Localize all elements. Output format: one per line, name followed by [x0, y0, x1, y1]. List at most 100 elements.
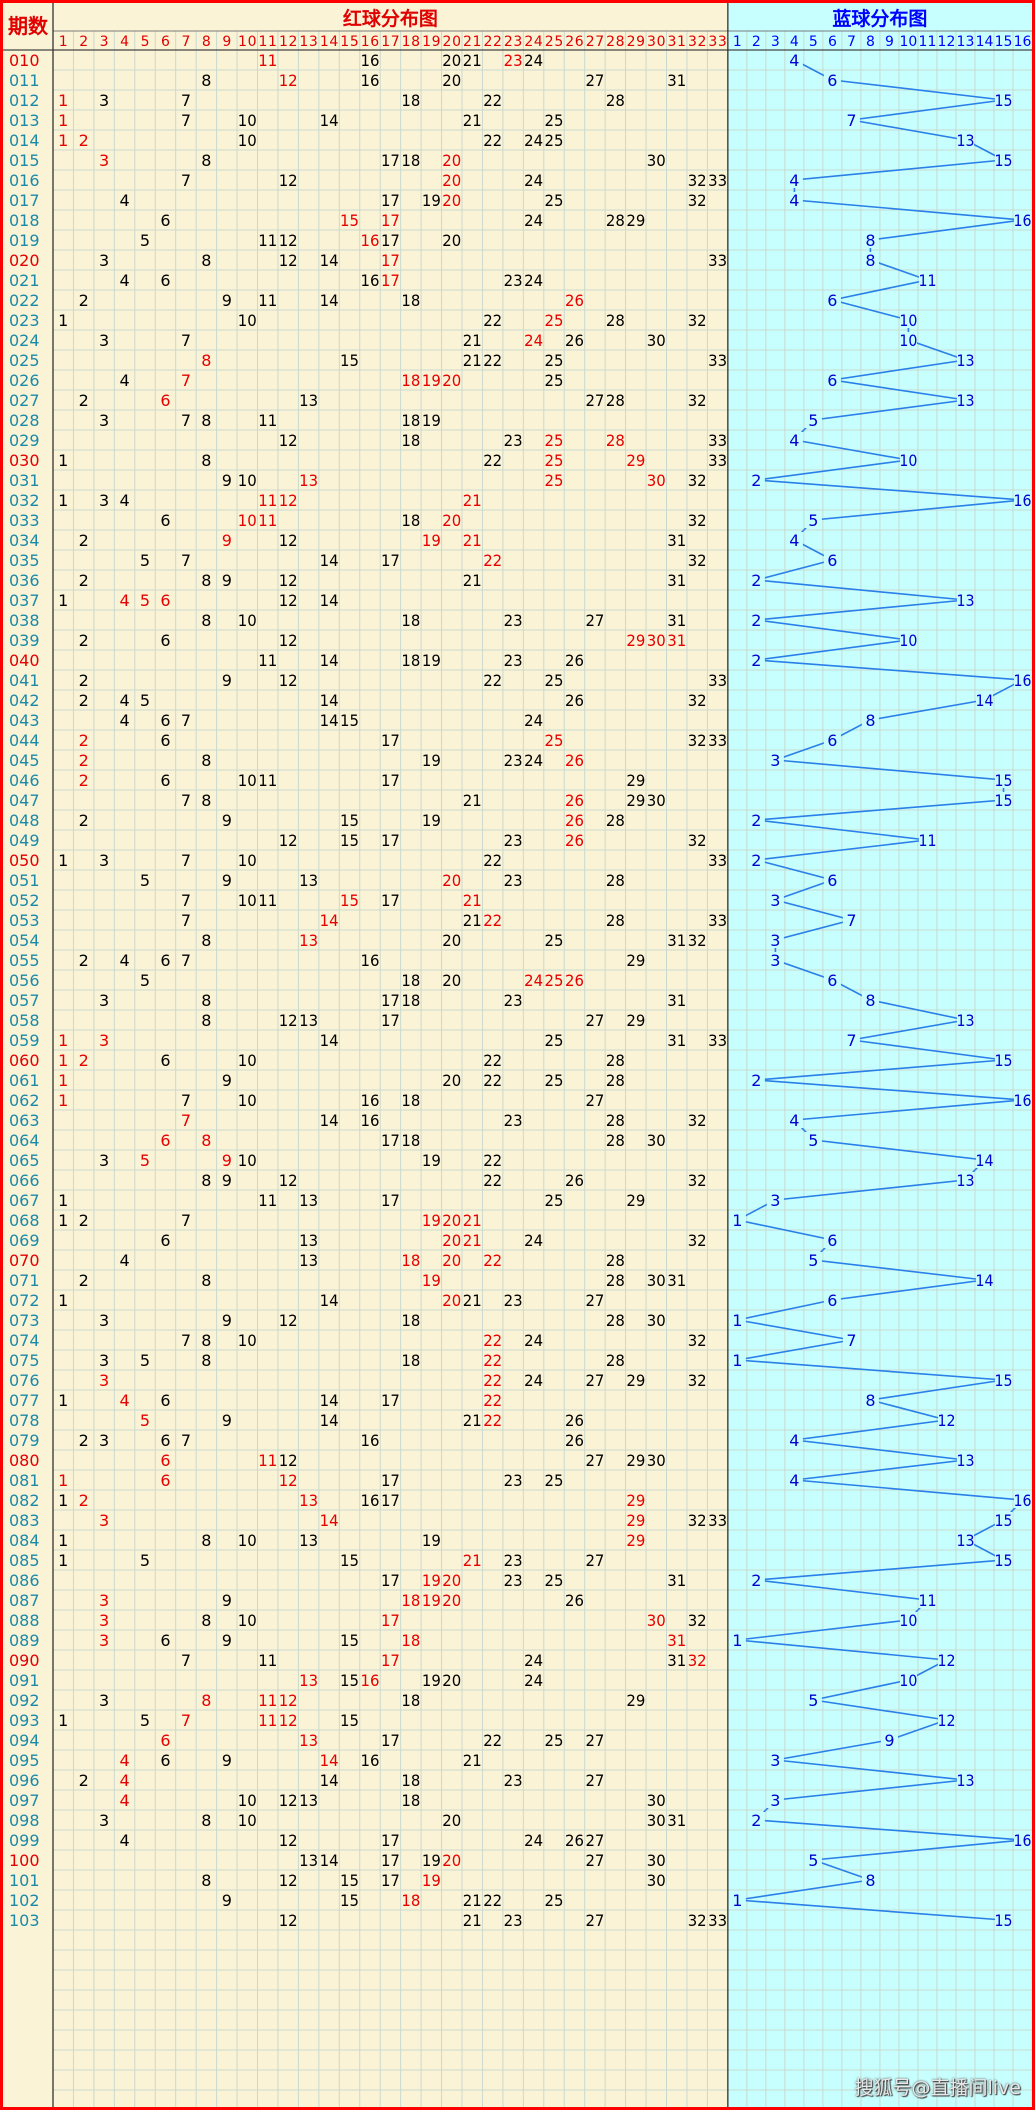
red-ball-number: 9 [222, 871, 232, 890]
red-ball-number: 29 [626, 1491, 645, 1510]
red-ball-number: 11 [258, 491, 277, 510]
red-ball-number: 8 [201, 1531, 211, 1550]
red-column-header: 27 [586, 34, 604, 50]
red-ball-number: 7 [181, 1431, 191, 1450]
blue-ball-number: 11 [918, 831, 936, 850]
red-ball-number: 26 [565, 1831, 584, 1850]
red-ball-number: 9 [222, 1891, 232, 1910]
blue-ball-number: 10 [899, 311, 917, 330]
red-ball-number: 23 [504, 871, 523, 890]
red-ball-number: 2 [79, 1431, 89, 1450]
blue-ball-number: 6 [827, 871, 837, 890]
red-ball-number: 20 [442, 1811, 461, 1830]
period-label: 098 [9, 1811, 40, 1830]
red-column-header: 10 [238, 34, 256, 50]
red-ball-number: 2 [79, 731, 89, 750]
blue-ball-number: 1 [732, 1351, 742, 1370]
red-ball-number: 33 [708, 351, 727, 370]
period-label: 043 [9, 711, 40, 730]
red-ball-number: 20 [442, 1231, 461, 1250]
red-ball-number: 3 [99, 251, 109, 270]
blue-ball-number: 13 [956, 391, 974, 410]
red-ball-number: 10 [238, 891, 257, 910]
blue-ball-number: 13 [956, 1011, 974, 1030]
red-ball-number: 7 [181, 331, 191, 350]
period-label: 061 [9, 1071, 40, 1090]
blue-column-header: 5 [809, 34, 818, 50]
period-label: 055 [9, 951, 40, 970]
red-ball-number: 22 [483, 131, 502, 150]
red-ball-number: 10 [238, 1331, 257, 1350]
blue-ball-number: 11 [918, 1591, 936, 1610]
red-ball-number: 8 [201, 1171, 211, 1190]
red-ball-number: 10 [238, 1051, 257, 1070]
red-ball-number: 25 [545, 1071, 564, 1090]
red-ball-number: 27 [585, 1851, 604, 1870]
red-ball-number: 12 [279, 671, 298, 690]
red-ball-number: 26 [565, 1591, 584, 1610]
red-ball-number: 30 [647, 791, 666, 810]
blue-ball-number: 15 [994, 1511, 1012, 1530]
red-ball-number: 23 [504, 611, 523, 630]
red-ball-number: 17 [381, 891, 400, 910]
red-ball-number: 22 [483, 1411, 502, 1430]
red-ball-number: 32 [688, 831, 707, 850]
red-ball-number: 28 [606, 391, 625, 410]
red-ball-number: 12 [279, 1831, 298, 1850]
blue-ball-number: 8 [865, 711, 875, 730]
red-ball-number: 5 [140, 231, 150, 250]
red-ball-number: 26 [565, 831, 584, 850]
red-ball-number: 3 [99, 491, 109, 510]
red-ball-number: 6 [160, 1731, 170, 1750]
red-ball-number: 6 [160, 391, 170, 410]
red-ball-number: 12 [279, 1451, 298, 1470]
red-ball-number: 22 [483, 911, 502, 930]
blue-column-header: 13 [957, 34, 975, 50]
red-ball-number: 3 [99, 151, 109, 170]
blue-column-header: 7 [847, 34, 856, 50]
red-ball-number: 3 [99, 1511, 109, 1530]
red-ball-number: 17 [381, 1731, 400, 1750]
red-ball-number: 21 [463, 1891, 482, 1910]
red-ball-number: 18 [401, 1351, 420, 1370]
red-ball-number: 29 [626, 1011, 645, 1030]
red-ball-number: 15 [340, 211, 359, 230]
red-ball-number: 16 [361, 1091, 380, 1110]
red-ball-number: 20 [442, 231, 461, 250]
red-column-header: 14 [320, 34, 339, 50]
period-label: 075 [9, 1351, 40, 1370]
red-ball-number: 25 [545, 931, 564, 950]
red-ball-number: 8 [201, 1271, 211, 1290]
red-ball-number: 1 [58, 1071, 68, 1090]
red-ball-number: 18 [401, 1251, 420, 1270]
red-ball-number: 12 [279, 591, 298, 610]
red-ball-number: 17 [381, 191, 400, 210]
red-ball-number: 18 [401, 1691, 420, 1710]
blue-ball-number: 6 [827, 291, 837, 310]
red-ball-number: 20 [442, 1591, 461, 1610]
red-ball-number: 2 [79, 691, 89, 710]
red-ball-number: 20 [442, 171, 461, 190]
red-ball-number: 14 [320, 1851, 339, 1870]
blue-ball-number: 5 [808, 1251, 818, 1270]
red-ball-number: 20 [442, 151, 461, 170]
red-ball-number: 7 [181, 1711, 191, 1730]
red-ball-number: 13 [299, 1231, 318, 1250]
red-ball-number: 14 [320, 1291, 339, 1310]
red-ball-number: 10 [238, 1811, 257, 1830]
red-ball-number: 9 [222, 1071, 232, 1090]
red-ball-number: 25 [545, 1731, 564, 1750]
red-ball-number: 6 [160, 1471, 170, 1490]
red-ball-number: 32 [688, 1331, 707, 1350]
period-label: 044 [9, 731, 40, 750]
red-ball-number: 4 [119, 951, 129, 970]
blue-column-header: 12 [938, 34, 956, 50]
blue-ball-number: 3 [770, 1191, 780, 1210]
red-ball-number: 11 [258, 651, 277, 670]
red-ball-number: 24 [524, 1831, 543, 1850]
period-label: 102 [9, 1891, 40, 1910]
blue-column-header: 14 [976, 34, 994, 50]
red-ball-number: 16 [361, 1431, 380, 1450]
red-ball-number: 7 [181, 111, 191, 130]
red-ball-number: 14 [320, 591, 339, 610]
